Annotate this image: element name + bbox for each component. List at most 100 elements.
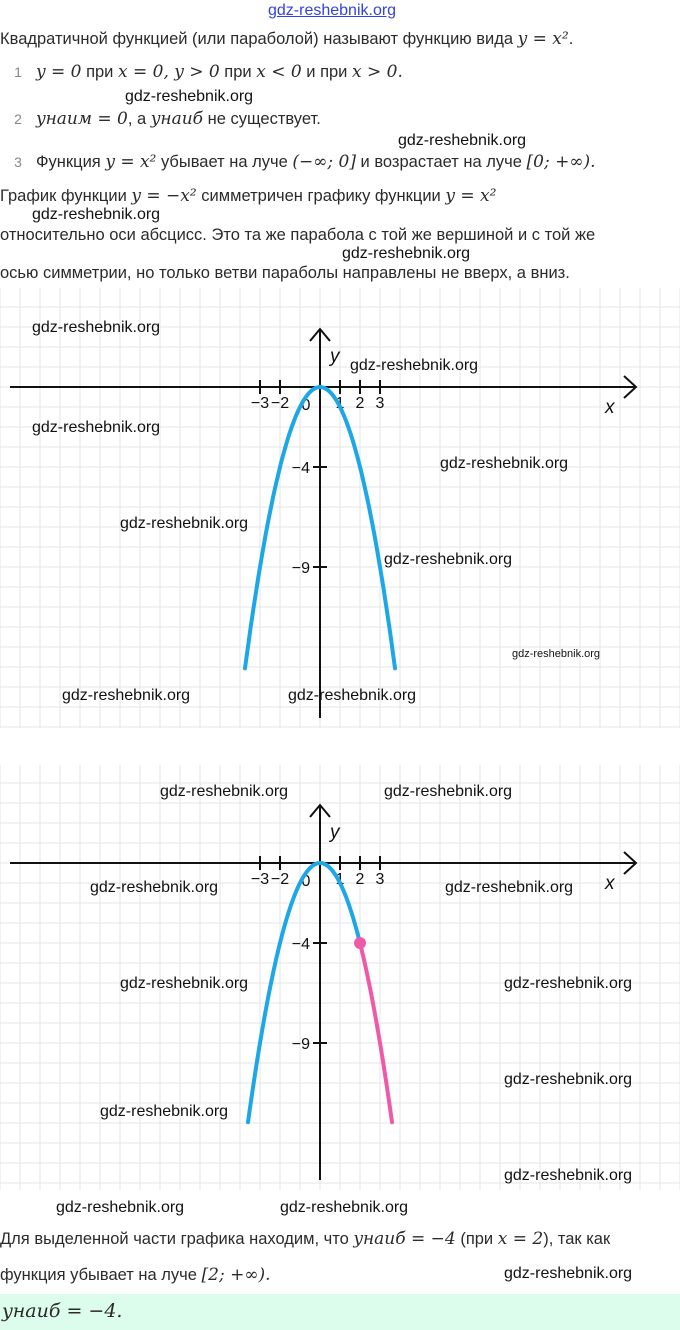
math-expression: x = 2	[497, 1229, 544, 1249]
watermark: gdz-reshebnik.org	[384, 783, 513, 800]
list-number: 2	[14, 111, 22, 127]
y-axis-arrow	[309, 803, 331, 818]
conclusion-line-1: Для выделенной части графика находим, чт…	[0, 1230, 610, 1249]
text-fragment: и возрастает на луче	[355, 153, 527, 171]
answer-box: yнаиб = −4.	[0, 1294, 680, 1330]
math-expression: yнаиб	[150, 109, 204, 129]
watermark: gdz-reshebnik.org	[350, 357, 479, 374]
parabola-curve-0	[243, 384, 397, 671]
text-fragment: относительно оси абсцисс. Это та же пара…	[0, 226, 596, 244]
text-fragment: симметричен графику функции	[196, 187, 446, 205]
text-fragment: убывает на луче	[156, 153, 293, 171]
watermark: gdz-reshebnik.org	[445, 879, 574, 896]
text-fragment: ), так как	[543, 1230, 611, 1248]
x-tick-label: −3	[251, 871, 269, 888]
watermark: gdz-reshebnik.org	[32, 419, 161, 436]
watermark: gdz-reshebnik.org	[56, 1199, 185, 1216]
x-tick-label: −3	[251, 395, 269, 412]
text-fragment: при	[219, 63, 257, 81]
text-fragment: (при	[455, 1230, 498, 1248]
intro-text: Квадратичной функцией (или параболой) на…	[0, 30, 573, 49]
x-axis-arrow	[623, 851, 638, 875]
text-fragment: Функция	[36, 153, 106, 171]
paragraph-line-1: График функции y = −x² симметричен графи…	[0, 187, 496, 206]
watermark: gdz-reshebnik.org	[288, 687, 417, 704]
math-expression: [2; +∞).	[201, 1265, 271, 1285]
x-tick-label: 2	[356, 871, 365, 888]
x-axis-label: x	[604, 397, 616, 418]
y-axis-label: y	[328, 822, 341, 843]
math-expression: y = x²	[445, 186, 497, 206]
watermark: gdz-reshebnik.org	[384, 551, 513, 568]
y-axis-arrow	[309, 327, 331, 342]
parabola-curve-1	[358, 941, 394, 1125]
paragraph-line-3: осью симметрии, но только ветви параболы…	[0, 264, 570, 283]
math-expression: yнаим = 0	[36, 109, 128, 129]
math-expression: x > 0.	[352, 62, 403, 82]
text-fragment: осью симметрии, но только ветви параболы…	[0, 264, 570, 282]
list-number: 3	[14, 154, 22, 170]
math-expression: y = −x²	[131, 186, 197, 206]
watermark: gdz-reshebnik.org	[504, 1167, 633, 1184]
y-tick-label: −4	[292, 460, 310, 477]
y-tick-label: −9	[292, 560, 310, 577]
watermark: gdz-reshebnik.org	[398, 132, 527, 149]
x-tick-label: 3	[376, 395, 385, 412]
text-fragment: и при	[301, 63, 352, 81]
site-watermark-link[interactable]: gdz-reshebnik.org	[268, 2, 397, 19]
y-tick-label: −4	[292, 936, 310, 953]
watermark: gdz-reshebnik.org	[504, 1265, 633, 1282]
watermark: gdz-reshebnik.org	[120, 515, 249, 532]
watermark: gdz-reshebnik.org	[32, 206, 161, 223]
watermark: gdz-reshebnik.org	[160, 783, 289, 800]
watermark: gdz-reshebnik.org	[440, 455, 569, 472]
y-axis-label: y	[328, 346, 341, 367]
math-expression: y = 0	[36, 62, 82, 82]
text-fragment: при	[81, 63, 118, 81]
watermark: gdz-reshebnik.org	[90, 879, 219, 896]
watermark: gdz-reshebnik.org	[342, 245, 471, 262]
paragraph-line-2: относительно оси абсцисс. Это та же пара…	[0, 226, 595, 245]
origin-label: 0	[302, 873, 311, 890]
x-axis-label: x	[604, 873, 616, 894]
watermark-small: gdz-reshebnik.org	[512, 648, 601, 660]
watermark: gdz-reshebnik.org	[62, 687, 191, 704]
math-expression: y = x²	[105, 152, 157, 172]
graph-parabola: xy−3 −2 1 2 30−4−9	[0, 288, 680, 728]
math-expression: y = x²	[517, 29, 569, 49]
parabola-curve-0	[246, 861, 362, 1125]
list-item-3: 3 Функция y = x² убывает на луче (−∞; 0] …	[0, 152, 596, 172]
list-number: 1	[14, 64, 22, 80]
watermark: gdz-reshebnik.org	[504, 1071, 633, 1088]
grid	[0, 288, 680, 728]
watermark: gdz-reshebnik.org	[100, 1103, 229, 1120]
text-fragment: График функции	[0, 187, 132, 205]
graph-parabola-highlighted: xy−3 −2 1 2 30−4−9	[0, 765, 680, 1190]
math-expression: (−∞; 0]	[292, 152, 356, 172]
watermark: gdz-reshebnik.org	[504, 975, 633, 992]
list-item-2: 2 yнаим = 0, а yнаиб не существует.	[0, 110, 321, 129]
x-tick-label: −2	[271, 395, 289, 412]
text-fragment: не существует.	[203, 110, 321, 128]
math-expression: [0; +∞).	[526, 152, 596, 172]
y-tick-label: −9	[292, 1036, 310, 1053]
text-fragment: Квадратичной функцией (или параболой) на…	[0, 30, 518, 48]
conclusion-line-2: функция убывает на луче [2; +∞).	[0, 1266, 271, 1285]
watermark: gdz-reshebnik.org	[125, 88, 254, 105]
text-fragment: Для выделенной части графика находим, чт…	[0, 1230, 354, 1248]
x-tick-label: 3	[376, 871, 385, 888]
math-expression: yнаиб = −4	[353, 1229, 456, 1249]
text-fragment: функция убывает на луче	[0, 1266, 202, 1284]
math-expression: x < 0	[256, 62, 302, 82]
answer-text: yнаиб = −4.	[2, 1300, 123, 1322]
x-tick-label: −2	[271, 871, 289, 888]
origin-label: 0	[302, 397, 311, 414]
highlight-point	[354, 937, 366, 949]
x-tick-label: 2	[356, 395, 365, 412]
text-fragment: , а	[127, 110, 151, 128]
watermark: gdz-reshebnik.org	[120, 975, 249, 992]
watermark: gdz-reshebnik.org	[32, 319, 161, 336]
math-expression: x = 0, y > 0	[117, 62, 220, 82]
watermark: gdz-reshebnik.org	[280, 1199, 409, 1216]
